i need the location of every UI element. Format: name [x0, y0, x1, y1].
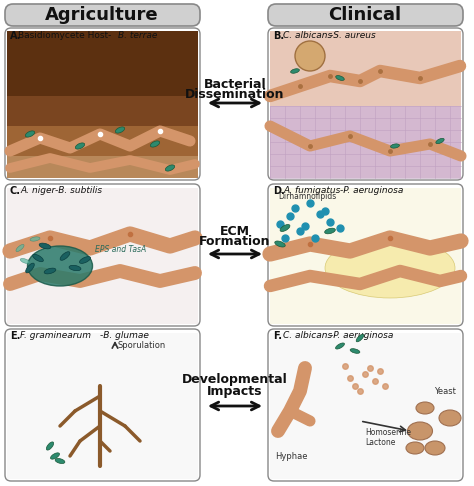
- Text: Yeast: Yeast: [434, 387, 456, 396]
- FancyBboxPatch shape: [5, 329, 200, 481]
- Ellipse shape: [16, 244, 24, 252]
- Text: Hyphae: Hyphae: [275, 452, 308, 461]
- Bar: [270, 188, 461, 324]
- Text: D.: D.: [273, 186, 285, 196]
- Circle shape: [295, 41, 325, 71]
- Ellipse shape: [39, 243, 51, 249]
- Ellipse shape: [27, 246, 92, 286]
- Ellipse shape: [25, 131, 35, 137]
- Bar: [270, 333, 461, 479]
- Text: C. albicans: C. albicans: [283, 331, 332, 340]
- Ellipse shape: [80, 257, 91, 263]
- Text: Formation: Formation: [199, 235, 271, 248]
- Ellipse shape: [30, 237, 40, 241]
- Ellipse shape: [406, 442, 424, 454]
- Text: A. fumigatus: A. fumigatus: [283, 186, 340, 195]
- Ellipse shape: [69, 265, 81, 271]
- Text: ECM: ECM: [220, 225, 250, 238]
- Ellipse shape: [60, 252, 70, 260]
- Text: -P. aeruginosa: -P. aeruginosa: [340, 186, 403, 195]
- Text: Clinical: Clinical: [328, 6, 401, 24]
- Ellipse shape: [51, 453, 59, 459]
- Ellipse shape: [291, 69, 300, 73]
- Text: Developmental: Developmental: [182, 373, 288, 386]
- Text: -B. glumae: -B. glumae: [100, 331, 149, 340]
- Ellipse shape: [165, 165, 174, 171]
- Text: F.: F.: [273, 331, 282, 341]
- Ellipse shape: [439, 410, 461, 426]
- Ellipse shape: [75, 143, 85, 149]
- Text: C.: C.: [10, 186, 21, 196]
- Ellipse shape: [408, 422, 432, 440]
- Text: C. albicans: C. albicans: [283, 31, 332, 40]
- Ellipse shape: [20, 259, 30, 263]
- Text: -B. subtilis: -B. subtilis: [55, 186, 102, 195]
- Ellipse shape: [416, 402, 434, 414]
- Ellipse shape: [391, 144, 400, 148]
- Ellipse shape: [26, 263, 34, 273]
- Ellipse shape: [325, 228, 335, 234]
- Bar: [7, 188, 198, 324]
- Ellipse shape: [336, 343, 345, 349]
- Ellipse shape: [356, 334, 364, 342]
- FancyBboxPatch shape: [5, 28, 200, 180]
- Ellipse shape: [350, 348, 360, 353]
- FancyBboxPatch shape: [268, 4, 463, 26]
- Bar: [270, 106, 461, 178]
- Bar: [7, 156, 198, 178]
- Ellipse shape: [436, 139, 444, 144]
- Ellipse shape: [336, 75, 344, 80]
- Text: A. niger: A. niger: [20, 186, 55, 195]
- FancyBboxPatch shape: [268, 184, 463, 326]
- Text: A.: A.: [10, 31, 21, 41]
- Text: Bacterial: Bacterial: [204, 78, 266, 91]
- Text: Basidiomycete Host-: Basidiomycete Host-: [18, 31, 111, 40]
- Ellipse shape: [115, 127, 125, 133]
- Text: Impacts: Impacts: [207, 385, 263, 398]
- Text: F. graminearum: F. graminearum: [20, 331, 91, 340]
- Text: EPS and TasA: EPS and TasA: [95, 245, 146, 255]
- Text: Dirhamnolipids: Dirhamnolipids: [278, 192, 336, 201]
- Text: -S. aureus: -S. aureus: [330, 31, 376, 40]
- Ellipse shape: [55, 458, 65, 464]
- Bar: [7, 31, 198, 96]
- Bar: [270, 31, 461, 106]
- Bar: [7, 126, 198, 156]
- Bar: [7, 333, 198, 479]
- Ellipse shape: [275, 241, 285, 247]
- Ellipse shape: [33, 254, 43, 261]
- FancyBboxPatch shape: [5, 4, 200, 26]
- FancyBboxPatch shape: [268, 329, 463, 481]
- Text: B. terrae: B. terrae: [118, 31, 157, 40]
- Text: -P. aeruginosa: -P. aeruginosa: [330, 331, 393, 340]
- Ellipse shape: [325, 238, 455, 298]
- Ellipse shape: [44, 268, 56, 274]
- Ellipse shape: [46, 442, 54, 450]
- Bar: [7, 96, 198, 126]
- Text: Agriculture: Agriculture: [45, 6, 159, 24]
- FancyBboxPatch shape: [268, 28, 463, 180]
- Text: Dissemination: Dissemination: [185, 88, 285, 101]
- Text: B.: B.: [273, 31, 284, 41]
- Text: Sporulation: Sporulation: [118, 341, 166, 350]
- Text: E.: E.: [10, 331, 20, 341]
- Ellipse shape: [150, 141, 160, 147]
- FancyBboxPatch shape: [5, 184, 200, 326]
- Ellipse shape: [280, 225, 290, 231]
- Ellipse shape: [425, 441, 445, 455]
- Text: Homoserine
Lactone: Homoserine Lactone: [365, 428, 411, 448]
